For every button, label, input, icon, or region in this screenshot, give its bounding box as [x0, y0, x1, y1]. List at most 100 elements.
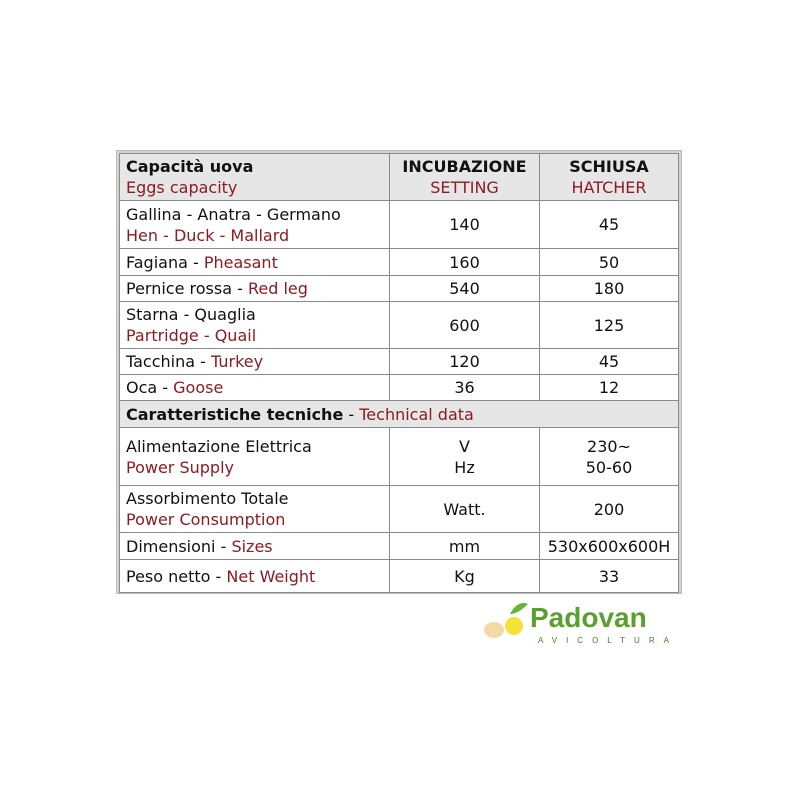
label-en: Turkey [211, 352, 264, 371]
value-cell: V Hz [390, 428, 539, 485]
header-label: Capacità uova Eggs capacity [120, 154, 389, 200]
hatcher-value: 50 [598, 252, 620, 272]
label-en: Net Weight [226, 566, 316, 586]
capacity-row: Oca - Goose 36 12 [120, 375, 678, 400]
label-cell: Gallina - Anatra - Germano Hen - Duck - M… [120, 201, 389, 248]
value-cell: 45 [540, 349, 678, 374]
label-it: Gallina - Anatra - Germano [126, 204, 341, 224]
unit: Watt. [443, 499, 486, 519]
technical-row: Dimensioni - Sizes mm 530x600x600H [120, 533, 678, 559]
technical-row: Alimentazione Elettrica Power Supply V Hz 23… [120, 428, 678, 485]
value-cell: mm [390, 533, 539, 559]
specs-table: Capacità uova Eggs capacity INCUBAZIONE SE… [119, 153, 679, 593]
header-hatcher: SCHIUSA HATCHER [540, 154, 678, 200]
section-sep: - [343, 404, 360, 424]
label-cell: Starna - Quaglia Partridge - Quail [120, 302, 389, 348]
unit: V [459, 436, 470, 456]
label-en: Red leg [247, 279, 308, 298]
value-cell: Watt. [390, 486, 539, 532]
chick-icon [505, 617, 523, 635]
value-cell: 45 [540, 201, 678, 248]
value-cell: 200 [540, 486, 678, 532]
value-cell: 540 [390, 276, 539, 301]
logo-subtitle: AVICOLTURA [538, 636, 678, 645]
setting-value: 140 [449, 215, 480, 234]
header-setting: INCUBAZIONE SETTING [390, 154, 539, 200]
unit: mm [448, 536, 481, 556]
specs-table-frame: Capacità uova Eggs capacity INCUBAZIONE SE… [116, 150, 682, 594]
header-hatcher-it: SCHIUSA [569, 157, 649, 176]
section-title: Caratteristiche tecniche - Technical dat… [120, 401, 678, 427]
value-cell: 50 [540, 249, 678, 275]
header-hatcher-en: HATCHER [571, 178, 647, 197]
value-cell: 160 [390, 249, 539, 275]
value-cell: 36 [390, 375, 539, 400]
section-it: Caratteristiche tecniche [126, 404, 344, 424]
logo-mark [484, 603, 528, 638]
unit: Kg [454, 566, 475, 586]
label-en: Goose [173, 378, 224, 397]
label-en: Power Consumption [126, 510, 286, 529]
padovan-logo: Padovan AVICOLTURA [482, 600, 682, 652]
label-en: Pheasant [203, 252, 278, 272]
header-setting-it: INCUBAZIONE [402, 157, 527, 176]
value-cell: Kg [390, 560, 539, 592]
section-row: Caratteristiche tecniche - Technical dat… [120, 401, 678, 427]
label-it: Oca - [126, 378, 174, 397]
label-cell: Alimentazione Elettrica Power Supply [120, 428, 389, 485]
hatcher-value: 45 [598, 215, 620, 234]
setting-value: 120 [449, 352, 480, 371]
label-cell: Dimensioni - Sizes [120, 533, 389, 559]
setting-value: 540 [449, 279, 480, 298]
label-en: Power Supply [126, 457, 234, 477]
label-cell: Peso netto - Net Weight [120, 560, 389, 592]
egg-icon [484, 622, 504, 638]
value-2: 50-60 [585, 457, 633, 477]
section-en: Technical data [359, 404, 474, 424]
label-cell: Fagiana - Pheasant [120, 249, 389, 275]
label-cell: Oca - Goose [120, 375, 389, 400]
label-cell: Assorbimento Totale Power Consumption [120, 486, 389, 532]
leaf-icon [510, 603, 528, 614]
label-it: Starna - Quaglia [126, 305, 256, 324]
value: 530x600x600H [547, 536, 671, 556]
capacity-row: Tacchina - Turkey 120 45 [120, 349, 678, 374]
value-cell: 180 [540, 276, 678, 301]
unit-2: Hz [454, 457, 475, 477]
label-it: Alimentazione Elettrica [126, 436, 312, 456]
label-it: Tacchina - [126, 352, 211, 371]
logo-name: Padovan [530, 602, 647, 633]
hatcher-value: 12 [598, 378, 620, 397]
value: 200 [593, 499, 625, 519]
header-setting-en: SETTING [430, 178, 499, 197]
value: 33 [598, 566, 620, 586]
value-cell: 230~ 50-60 [540, 428, 678, 485]
header-label-en: Eggs capacity [126, 178, 238, 197]
technical-row: Assorbimento Totale Power Consumption Watt… [120, 486, 678, 532]
header-row: Capacità uova Eggs capacity INCUBAZIONE SE… [120, 154, 678, 200]
value-cell: 33 [540, 560, 678, 592]
hatcher-value: 180 [593, 279, 625, 298]
value-cell: 140 [390, 201, 539, 248]
setting-value: 36 [454, 378, 475, 397]
label-it: Dimensioni - [126, 536, 232, 556]
value-cell: 600 [390, 302, 539, 348]
setting-value: 160 [449, 252, 480, 272]
setting-value: 600 [449, 315, 480, 335]
label-cell: Tacchina - Turkey [120, 349, 389, 374]
label-it: Pernice rossa - [126, 279, 248, 298]
capacity-row: Gallina - Anatra - Germano Hen - Duck - M… [120, 201, 678, 248]
hatcher-value: 125 [593, 315, 625, 335]
label-en: Hen - Duck - Mallard [126, 225, 290, 245]
label-en: Sizes [231, 536, 273, 556]
value-cell: 530x600x600H [540, 533, 678, 559]
capacity-row: Pernice rossa - Red leg 540 180 [120, 276, 678, 301]
header-label-it: Capacità uova [126, 157, 254, 176]
label-cell: Pernice rossa - Red leg [120, 276, 389, 301]
capacity-row: Fagiana - Pheasant 160 50 [120, 249, 678, 275]
value-cell: 125 [540, 302, 678, 348]
label-it: Peso netto - [126, 566, 227, 586]
technical-row: Peso netto - Net Weight Kg 33 [120, 560, 678, 592]
capacity-row: Starna - Quaglia Partridge - Quail 600 125 [120, 302, 678, 348]
hatcher-value: 45 [598, 352, 620, 371]
